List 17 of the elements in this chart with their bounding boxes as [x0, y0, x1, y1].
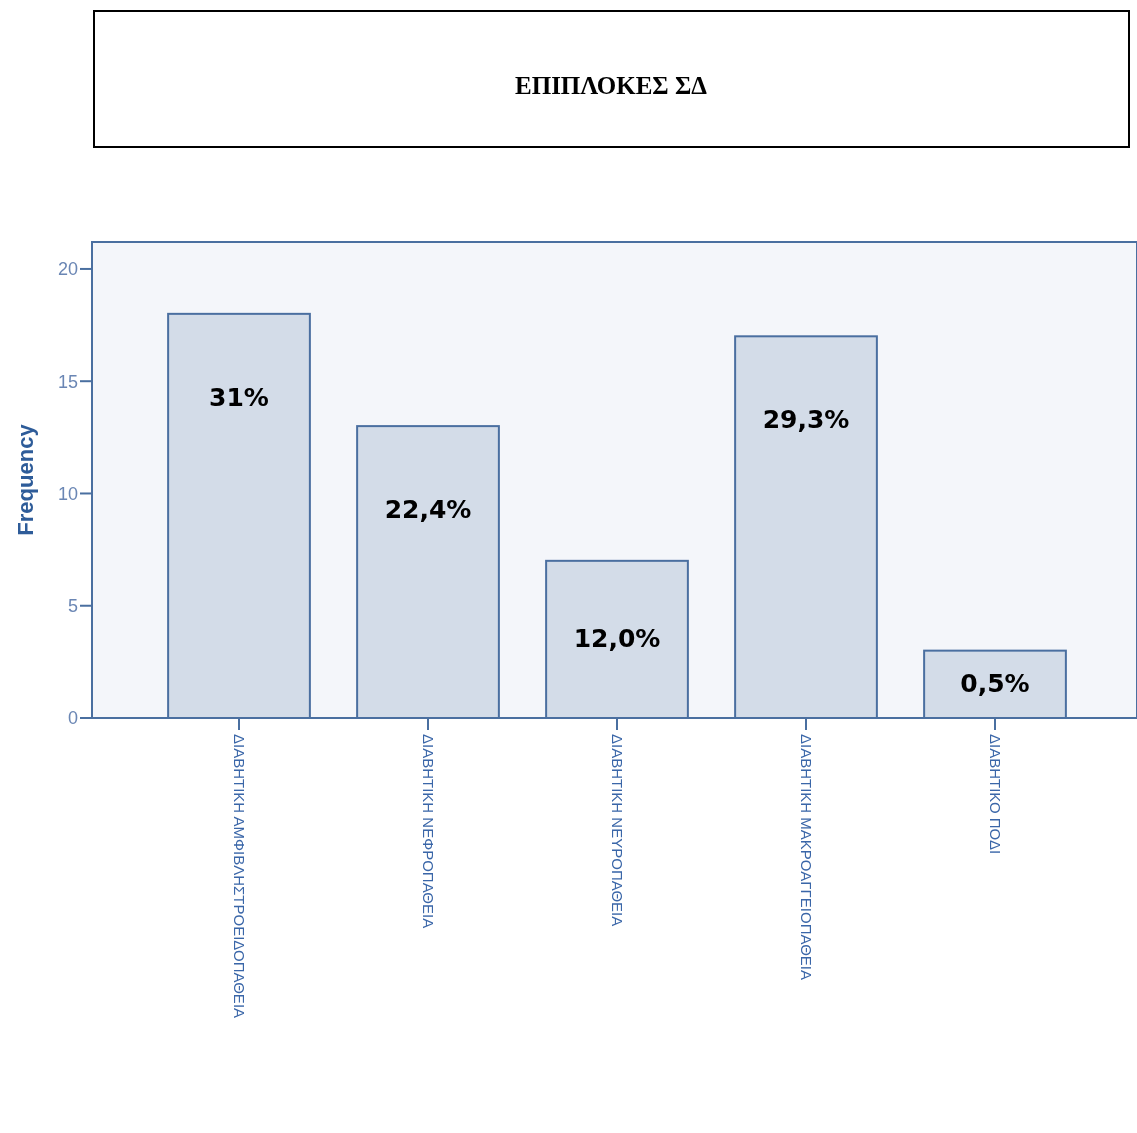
annotation: 22,4%	[384, 495, 472, 525]
annotation: 31%	[209, 382, 269, 412]
y-tick-label: 10	[57, 483, 78, 504]
chart-title: ΕΠΙΠΛΟΚΕΣ ΣΔ	[515, 72, 708, 99]
x-tick-label: ΔΙΑΒΗΤΙΚΗ ΝΕΥΡΟΠΑΘΕΙΑ	[608, 734, 626, 927]
x-tick-label: ΔΙΑΒΗΤΙΚΗ ΑΜΦΙΒΛΗΣΤΡΟΕΙΔΟΠΑΘΕΙΑ	[230, 734, 248, 1019]
annotation: 0,5%	[960, 669, 1030, 699]
x-tick-label: ΔΙΑΒΗΤΙΚΗ ΜΑΚΡΟΑΓΓΕΙΟΠΑΘΕΙΑ	[797, 734, 815, 981]
y-tick-label: 0	[67, 708, 78, 729]
y-tick-label: 5	[67, 596, 78, 617]
x-tick-label: ΔΙΑΒΗΤΙΚΗ ΝΕΦΡΟΠΑΘΕΙΑ	[419, 734, 437, 929]
y-axis-title: Frequency	[13, 423, 38, 536]
x-tick-label: ΔΙΑΒΗΤΙΚΟ ΠΟΔΙ	[986, 734, 1004, 855]
annotation: 29,3%	[762, 405, 850, 435]
annotation: 12,0%	[573, 624, 661, 654]
y-tick-label: 15	[57, 371, 78, 392]
y-tick-label: 20	[57, 259, 78, 280]
